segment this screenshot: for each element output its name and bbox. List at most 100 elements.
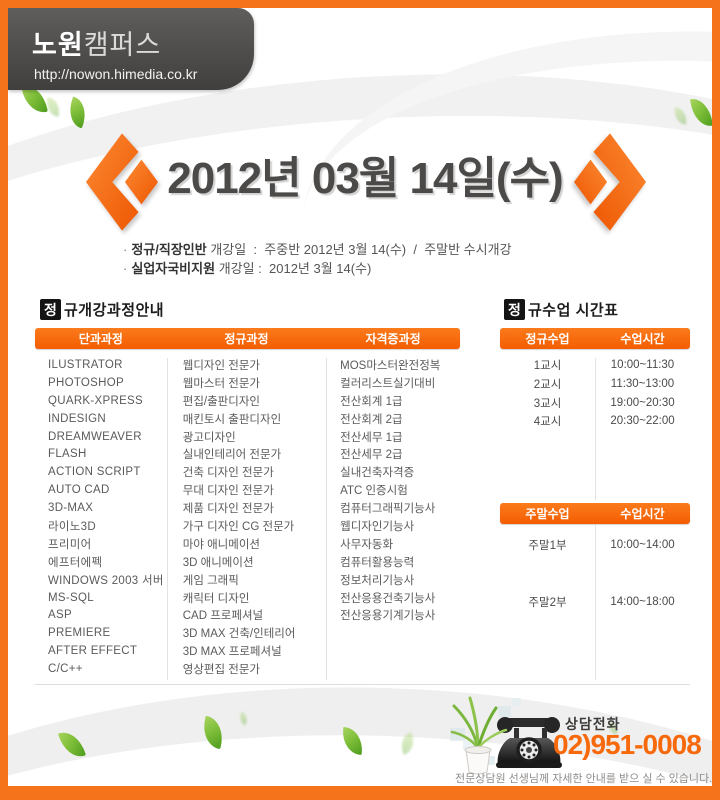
course-row: 3D-MAX 제품 디자인 전문가 컴퓨터그래픽기능사	[35, 499, 460, 517]
table-cell: 게임 그래픽	[182, 574, 239, 587]
table-cell: 광고디자인	[182, 431, 236, 444]
contact-label: 상담전화	[565, 716, 621, 732]
table-cell: 주말1부	[528, 540, 567, 552]
table-cell: 전산회계 1급	[340, 395, 403, 408]
table-cell: 3D MAX 프로페셔널	[182, 646, 282, 659]
course-row: 에프터에펙 3D 애니메이션 컴퓨터활용능력	[35, 553, 460, 571]
course-row: MS-SQL 캐릭터 디자인 전산응용건축기능사	[35, 589, 460, 607]
opening-notices: · 정규/직장인반 개강일 : 주중반 2012년 3월 14(수) / 주말반 …	[123, 240, 512, 278]
section-badge: 정	[504, 299, 525, 320]
table-cell: 컬러리스트실기대비	[340, 377, 436, 390]
course-row: ACTION SCRIPT 건축 디자인 전문가 실내건축자격증	[35, 463, 460, 481]
table-cell: 11:30~13:00	[610, 378, 675, 391]
bullet-icon: ·	[123, 261, 128, 276]
courses-table-header: 단과과정 정규과정 자격증과정	[35, 328, 460, 349]
notice-text: 개강일 : 주중반 2012년 3월 14(수) / 주말반 수시개강	[206, 242, 512, 257]
course-row: PREMIERE 3D MAX 건축/인테리어	[35, 624, 460, 642]
column-header: 자격증과정	[365, 332, 421, 346]
table-cell: 컴퓨터그래픽기능사	[340, 503, 436, 516]
table-cell: 3D MAX 건축/인테리어	[182, 628, 296, 641]
table-cell: 영상편집 전문가	[182, 664, 261, 677]
column-header: 주말수업	[525, 507, 570, 521]
table-cell: ILUSTRATOR	[48, 358, 123, 371]
notice-bold: 실업자국비지원	[131, 261, 216, 276]
table-cell: CAD 프로페셔널	[182, 610, 264, 623]
course-row: PHOTOSHOP 웹마스터 전문가 컬러리스트실기대비	[35, 374, 460, 392]
campus-name-bold: 노원	[32, 30, 84, 60]
table-bottom-divider	[35, 684, 690, 685]
table-cell: WINDOWS 2003 서버	[48, 574, 164, 587]
campus-url-link[interactable]: http://nowon.himedia.co.kr	[34, 66, 198, 82]
contact-phone-number: 02)951-0008	[553, 729, 702, 760]
section-badge: 정	[40, 299, 61, 320]
timetable-section-title: 정 규수업 시간표	[504, 299, 618, 320]
table-cell: 에프터에펙	[48, 556, 103, 569]
timetable-row: 3교시 19:00~20:30	[500, 393, 690, 412]
timetable-row: 2교시 11:30~13:00	[500, 375, 690, 394]
table-cell: 매킨토시 출판디자인	[182, 413, 282, 426]
timetable-row: 주말1부 10:00~14:00	[500, 536, 690, 554]
table-cell: 편집/출판디자인	[182, 395, 261, 408]
table-cell: 10:00~14:00	[610, 539, 675, 551]
table-cell: 웹마스터 전문가	[182, 377, 261, 390]
course-row: FLASH 실내인테리어 전문가 전산세무 2급	[35, 445, 460, 463]
contact-note: 전문상담원 선생님께 자세한 안내를 받으 실 수 있습니다.	[455, 773, 713, 785]
table-cell: AFTER EFFECT	[48, 645, 138, 658]
table-cell: 20:30~22:00	[610, 415, 675, 428]
section-title-text: 규개강과정안내	[64, 302, 165, 319]
weekend-timetable-header: 주말수업 수업시간	[500, 503, 690, 524]
table-cell: 캐릭터 디자인	[182, 592, 250, 605]
table-cell: ACTION SCRIPT	[48, 466, 141, 479]
table-cell: 19:00~20:30	[610, 396, 675, 409]
table-cell: INDESIGN	[48, 412, 106, 425]
notice-bold: 정규/직장인반	[131, 242, 207, 257]
table-cell: 실내인테리어 전문가	[182, 449, 282, 462]
course-row: ILUSTRATOR 웹디자인 전문가 MOS마스터완전정복	[35, 356, 460, 374]
table-cell: 전산응용건축기능사	[340, 592, 436, 605]
table-cell: 2교시	[533, 379, 562, 392]
column-header: 정규수업	[525, 332, 570, 346]
table-cell: DREAMWEAVER	[48, 430, 142, 443]
table-cell: 프리미어	[48, 538, 92, 551]
table-cell: 1교시	[533, 360, 562, 373]
notice-line: · 정규/직장인반 개강일 : 주중반 2012년 3월 14(수) / 주말반 …	[123, 240, 512, 259]
table-cell: 3교시	[533, 397, 562, 410]
table-cell: 4교시	[533, 416, 562, 429]
regular-timetable-body: 1교시 10:00~11:30 2교시 11:30~13:00 3교시 19:00~20:…	[500, 352, 690, 500]
timetable-row: 4교시 20:30~22:00	[500, 412, 690, 431]
table-cell: PREMIERE	[48, 627, 111, 640]
table-cell: 가구 디자인 CG 전문가	[182, 520, 295, 533]
table-cell: 실내건축자격증	[340, 467, 415, 480]
table-cell: 컴퓨터활용능력	[340, 556, 415, 569]
table-cell: PHOTOSHOP	[48, 376, 124, 389]
table-cell: ASP	[48, 609, 72, 622]
table-cell: C/C++	[48, 663, 83, 676]
column-header: 정규과정	[224, 332, 269, 346]
column-header: 수업시간	[620, 332, 665, 346]
telephone-icon	[496, 717, 562, 768]
telephone-plant-illustration	[450, 696, 562, 775]
campus-name-rest: 캠퍼스	[83, 30, 162, 60]
table-cell: 사무자동화	[340, 538, 394, 551]
table-cell: AUTO CAD	[48, 484, 110, 497]
table-cell: 마야 애니메이션	[182, 538, 261, 551]
table-cell: 14:00~18:00	[610, 596, 675, 608]
course-row: C/C++ 영상편집 전문가	[35, 660, 460, 678]
table-cell: 웹디자인 전문가	[182, 359, 261, 372]
bullet-icon: ·	[123, 242, 128, 257]
plant-icon	[450, 696, 508, 775]
table-cell: 3D 애니메이션	[182, 556, 254, 569]
course-row: AUTO CAD 무대 디자인 전문가 ATC 인증시험	[35, 481, 460, 499]
notice-text: 개강일 : 2012년 3월 14(수)	[215, 261, 372, 276]
course-row: WINDOWS 2003 서버 게임 그래픽 정보처리기능사	[35, 571, 460, 589]
section-title-text: 규수업 시간표	[528, 302, 619, 319]
column-header: 수업시간	[620, 507, 665, 521]
timetable-row: 주말2부 14:00~18:00	[500, 593, 690, 611]
table-cell: 무대 디자인 전문가	[182, 485, 274, 498]
table-cell: QUARK-XPRESS	[48, 394, 143, 407]
courses-table-body: ILUSTRATOR 웹디자인 전문가 MOS마스터완전정복 PHOTOSHOP 웹마스…	[35, 352, 460, 684]
banner-arrow-right-icon	[574, 133, 646, 231]
table-cell: MOS마스터완전정복	[340, 359, 441, 372]
banner-date-title: 2012년 03월 14일(수)	[167, 154, 563, 203]
